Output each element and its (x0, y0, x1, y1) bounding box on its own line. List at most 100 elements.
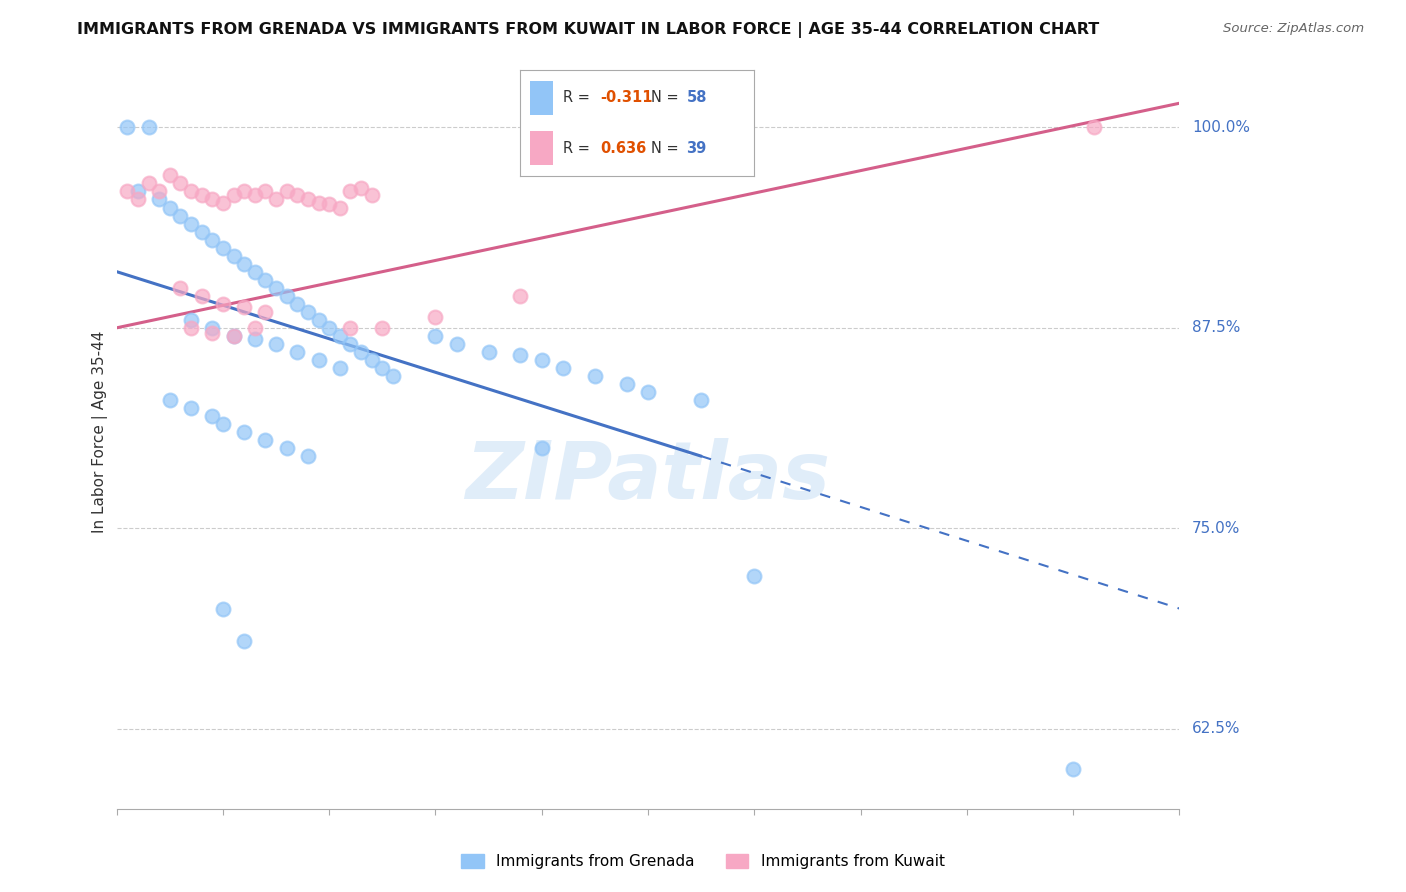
Point (360, 352, 382, 367)
Point (308, 352, 330, 367)
Point (254, 185, 277, 199)
Point (233, 300, 256, 314)
Point (297, 449, 319, 463)
Point (212, 195, 235, 210)
Point (117, 185, 139, 199)
Point (254, 273, 277, 287)
Point (180, 321, 202, 335)
Point (159, 169, 181, 183)
Point (318, 321, 340, 335)
Point (276, 185, 298, 199)
Point (350, 181, 373, 195)
Point (243, 332, 266, 346)
Point (222, 249, 245, 263)
Point (201, 193, 224, 207)
Point (616, 376, 638, 391)
Point (371, 360, 394, 375)
Point (690, 392, 713, 407)
Point (254, 433, 277, 447)
Y-axis label: In Labor Force | Age 35-44: In Labor Force | Age 35-44 (93, 331, 108, 533)
Point (583, 368, 606, 383)
Point (308, 313, 330, 327)
Point (285, 297, 308, 311)
Point (381, 368, 404, 383)
Text: 100.0%: 100.0% (1192, 120, 1250, 135)
Point (190, 289, 212, 303)
Point (264, 336, 287, 351)
Point (212, 241, 235, 255)
Point (425, 328, 447, 343)
Point (425, 310, 447, 324)
Legend: Immigrants from Grenada, Immigrants from Kuwait: Immigrants from Grenada, Immigrants from… (456, 848, 950, 875)
Point (233, 425, 256, 439)
Point (233, 257, 256, 271)
Point (212, 417, 235, 431)
Point (127, 185, 149, 199)
Point (478, 344, 501, 359)
Point (297, 193, 319, 207)
Point (509, 348, 531, 362)
Point (360, 187, 382, 202)
Point (254, 305, 277, 319)
Point (180, 401, 202, 415)
Point (329, 360, 352, 375)
Point (530, 352, 553, 367)
Text: ZIPatlas: ZIPatlas (465, 438, 831, 516)
Point (169, 177, 191, 191)
Point (201, 326, 224, 340)
Point (509, 289, 531, 303)
Point (201, 409, 224, 423)
Point (138, 120, 160, 135)
Point (339, 321, 361, 335)
Point (297, 305, 319, 319)
Point (169, 209, 191, 223)
Point (285, 344, 308, 359)
Point (551, 360, 574, 375)
Point (243, 187, 266, 202)
Point (637, 384, 659, 399)
Point (339, 185, 361, 199)
Point (212, 297, 235, 311)
Point (180, 185, 202, 199)
Point (222, 187, 245, 202)
Point (180, 217, 202, 231)
Point (276, 441, 298, 455)
Point (371, 321, 394, 335)
Point (148, 185, 170, 199)
Point (276, 289, 298, 303)
Point (308, 195, 330, 210)
Text: 87.5%: 87.5% (1192, 320, 1240, 335)
Point (233, 185, 256, 199)
Point (329, 328, 352, 343)
Point (233, 633, 256, 648)
Point (127, 193, 149, 207)
Point (159, 392, 181, 407)
Point (201, 233, 224, 247)
Point (339, 336, 361, 351)
Point (1062, 762, 1084, 776)
Point (138, 177, 160, 191)
Point (1083, 120, 1105, 135)
Point (329, 201, 352, 215)
Point (446, 336, 468, 351)
Point (190, 225, 212, 239)
Point (285, 187, 308, 202)
Point (264, 193, 287, 207)
Point (243, 321, 266, 335)
Point (148, 193, 170, 207)
Point (530, 441, 553, 455)
Point (222, 328, 245, 343)
Text: IMMIGRANTS FROM GRENADA VS IMMIGRANTS FROM KUWAIT IN LABOR FORCE | AGE 35-44 COR: IMMIGRANTS FROM GRENADA VS IMMIGRANTS FR… (77, 22, 1099, 38)
Point (742, 569, 765, 583)
Point (190, 187, 212, 202)
Point (212, 601, 235, 615)
Point (243, 265, 266, 279)
Point (117, 120, 139, 135)
Point (180, 313, 202, 327)
Point (201, 321, 224, 335)
Point (264, 281, 287, 295)
Point (169, 281, 191, 295)
Point (318, 197, 340, 211)
Point (159, 201, 181, 215)
Text: Source: ZipAtlas.com: Source: ZipAtlas.com (1223, 22, 1364, 36)
